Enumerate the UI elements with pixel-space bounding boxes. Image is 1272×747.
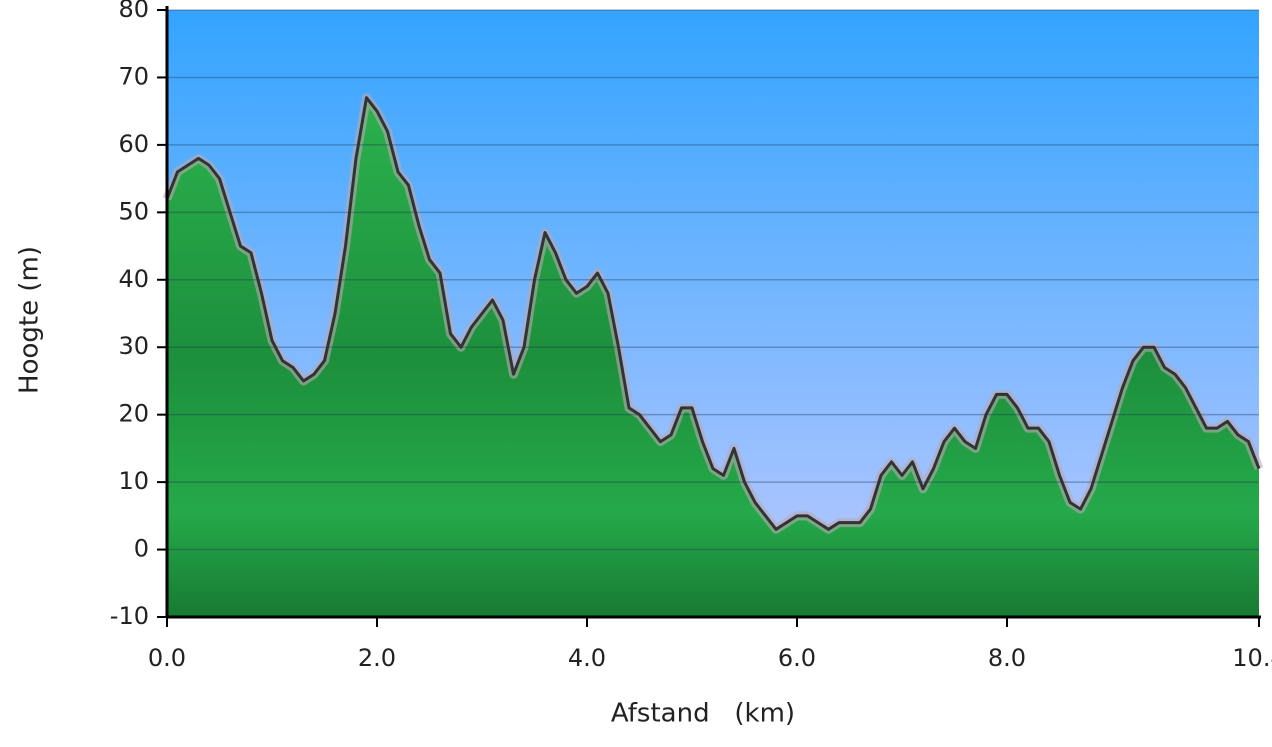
y-tick-label: 60 xyxy=(118,130,149,158)
line xyxy=(165,96,1261,531)
x-tick-label: 4.0 xyxy=(568,644,606,672)
y-tick-label: 10 xyxy=(118,467,149,495)
x-tick-label: 2.0 xyxy=(358,644,396,672)
area-fill xyxy=(167,97,1259,617)
x-tick-label: 6.0 xyxy=(778,644,816,672)
y-tick-label: 80 xyxy=(118,0,149,23)
y-tick-label: 40 xyxy=(118,265,149,293)
y-tick-label: -10 xyxy=(110,602,149,630)
y-axis-title: Hoogte (m) xyxy=(15,246,45,394)
x-tick-label: 8.0 xyxy=(988,644,1026,672)
x-tick-label: 10.4 xyxy=(1232,644,1272,672)
y-tick-label: 50 xyxy=(118,197,149,225)
y-tick-label: 70 xyxy=(118,62,149,90)
x-tick-label: 0.0 xyxy=(148,644,186,672)
y-tick-label: 20 xyxy=(118,400,149,428)
x-axis-title: Afstand (km) xyxy=(611,699,795,729)
y-tick-label: 0 xyxy=(134,535,149,563)
y-tick-label: 30 xyxy=(118,332,149,360)
